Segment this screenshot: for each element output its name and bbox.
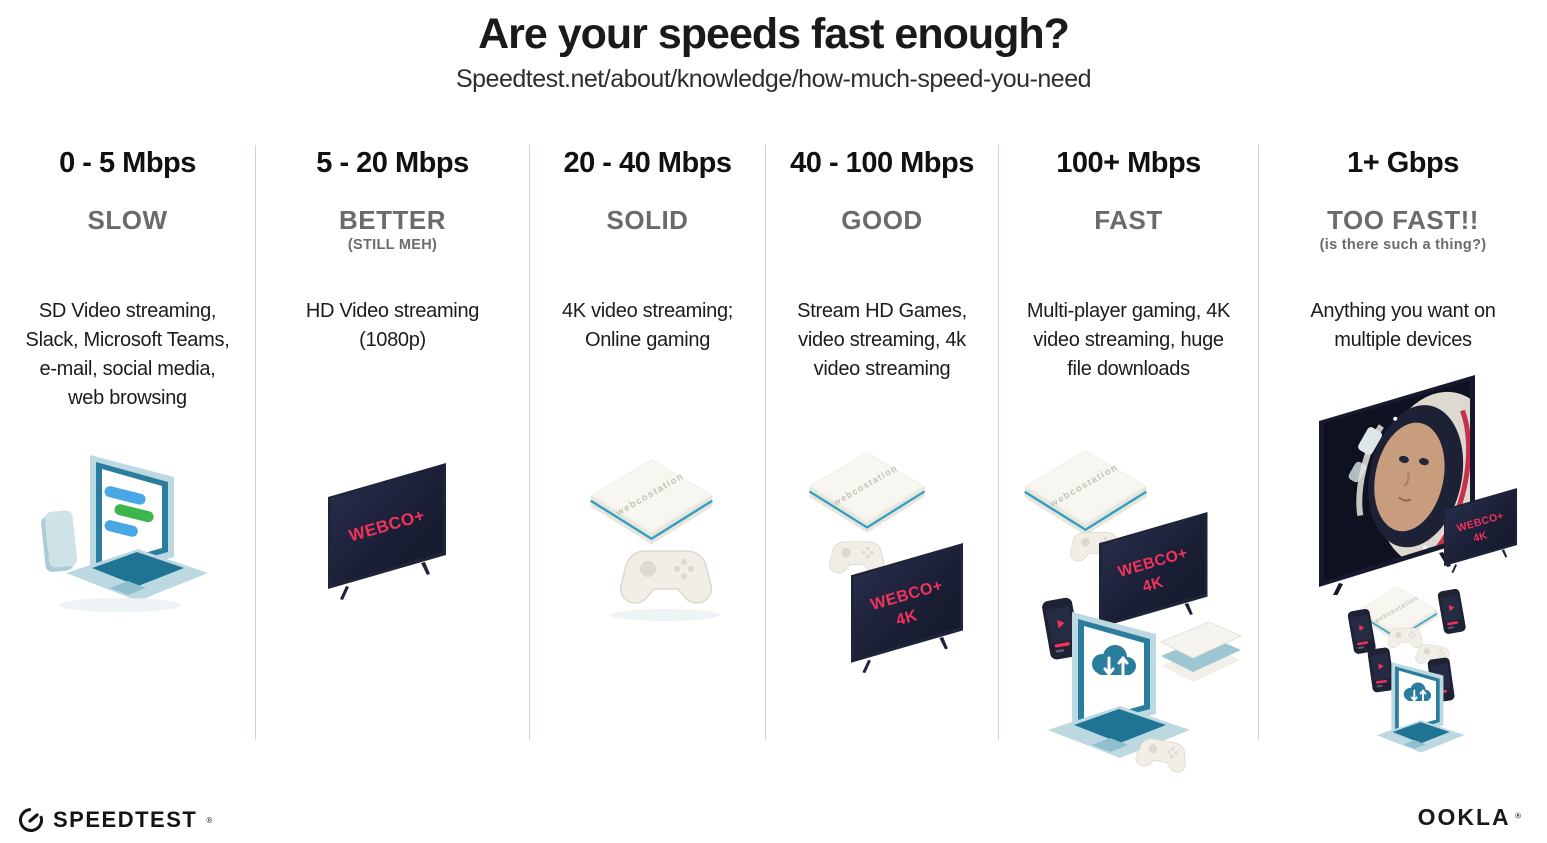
phone-icon [41, 510, 77, 572]
ookla-wordmark: OOKLA [1417, 804, 1511, 830]
tv-4k-icon: WEBCO+ 4K [1444, 488, 1518, 573]
devices-illustration [41, 455, 208, 612]
use-case-description: SD Video streaming, Slack, Microsoft Tea… [25, 300, 230, 409]
speed-range: 40 - 100 Mbps [790, 147, 974, 179]
use-case-description: Multi-player gaming, 4K video streaming,… [1026, 300, 1231, 380]
trademark-mark: ® [1515, 811, 1521, 821]
gauge-icon [19, 808, 43, 832]
game-console-icon: webcostation [589, 457, 714, 546]
column-5-20-mbps: 5 - 20 Mbps BETTER (STILL MEH) HD Video … [255, 145, 529, 740]
page-title: Are your speeds fast enough? [478, 10, 1070, 58]
speed-range: 20 - 40 Mbps [563, 147, 732, 179]
speedtest-wordmark: SPEEDTEST [53, 807, 198, 832]
game-console-icon: webcostation [808, 450, 926, 534]
trademark-mark: ® [206, 815, 213, 825]
speed-columns: 0 - 5 Mbps SLOW SD Video streaming, Slac… [0, 145, 1547, 774]
phone-video-icon [1437, 588, 1467, 635]
gamepad-icon [1134, 736, 1190, 774]
rating-label: GOOD [841, 205, 923, 235]
devices-illustration: WEBCO+ 4K webcostation [1259, 370, 1518, 754]
speed-range: 5 - 20 Mbps [316, 147, 469, 179]
tv-4k-label: 4K [894, 606, 920, 629]
speed-range: 0 - 5 Mbps [59, 147, 196, 179]
game-console-icon: webcostation [1356, 585, 1438, 643]
laptop-chat-icon [66, 455, 208, 601]
speed-range: 1+ Gbps [1347, 147, 1459, 179]
gamepad-icon [1387, 627, 1423, 649]
tv-4k-icon: WEBCO+ 4K [1099, 512, 1208, 639]
rating-label: BETTER [339, 205, 446, 235]
devices-illustration: webcostation [589, 457, 720, 621]
rating-note: (STILL MEH) [347, 237, 438, 253]
devices-illustration: webcostation WEBCO+ 4K [808, 450, 964, 674]
speed-range: 100+ Mbps [1056, 147, 1201, 179]
phone-video-icon [1367, 646, 1396, 693]
gamepad-icon [619, 550, 713, 604]
ookla-logo: OOKLA ® [1418, 804, 1521, 831]
tv-4k-label: 4K [1141, 574, 1166, 596]
tv-4k-label: 4K [1472, 529, 1489, 544]
movie-tv-icon [1319, 374, 1515, 600]
column-20-40-mbps: 20 - 40 Mbps SOLID 4K video streaming; O… [529, 145, 765, 740]
devices-illustration: WEBCO+ [328, 463, 446, 600]
rating-label: SLOW [87, 205, 168, 235]
column-0-5-mbps: 0 - 5 Mbps SLOW SD Video streaming, Slac… [0, 145, 255, 740]
column-100plus-mbps: 100+ Mbps FAST Multi-player gaming, 4K v… [998, 145, 1258, 774]
speedtest-logo: SPEEDTEST ® [18, 807, 212, 833]
game-console-icon: webcostation [1023, 448, 1148, 537]
column-40-100-mbps: 40 - 100 Mbps GOOD Stream HD Games, vide… [765, 145, 998, 740]
tv-icon: WEBCO+ [328, 463, 446, 600]
use-case-description: Stream HD Games, video streaming, 4k vid… [797, 300, 967, 380]
use-case-description: Anything you want on multiple devices [1310, 300, 1496, 351]
rating-note: (is there such a thing?) [1319, 237, 1487, 253]
rating-label: TOO FAST!! [1327, 205, 1479, 235]
tv-4k-icon: WEBCO+ 4K [851, 543, 964, 674]
devices-illustration: webcostation WEBCO+ 4K [1023, 448, 1242, 774]
flat-console-icon [1160, 621, 1242, 683]
header: Are your speeds fast enough? Speedtest.n… [0, 10, 1547, 94]
rating-label: SOLID [606, 205, 689, 235]
column-1plus-gbps: 1+ Gbps TOO FAST!! (is there such a thin… [1258, 145, 1547, 754]
use-case-description: 4K video streaming; Online gaming [561, 300, 734, 351]
source-url: Speedtest.net/about/knowledge/how-much-s… [455, 65, 1092, 93]
use-case-description: HD Video streaming (1080p) [305, 300, 480, 351]
rating-label: FAST [1094, 205, 1163, 235]
